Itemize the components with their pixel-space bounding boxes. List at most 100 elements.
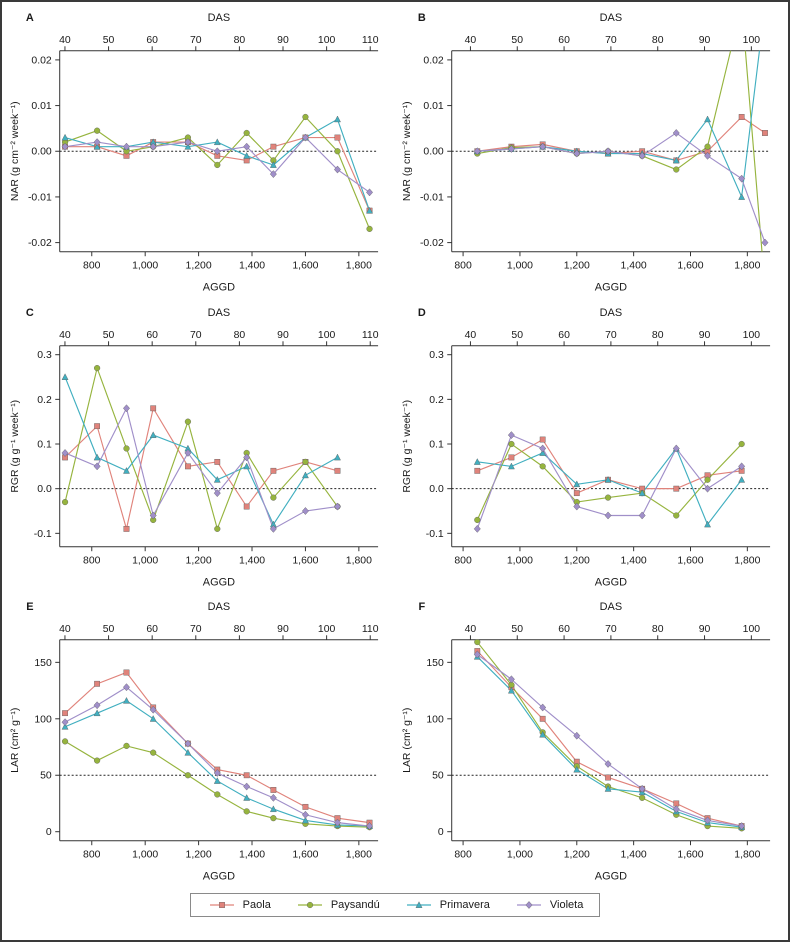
svg-text:800: 800 <box>454 850 472 861</box>
svg-text:1,400: 1,400 <box>621 261 647 272</box>
svg-text:50: 50 <box>103 35 115 46</box>
svg-text:NAR (g cm⁻² week⁻¹): NAR (g cm⁻² week⁻¹) <box>402 101 413 201</box>
svg-text:-0.02: -0.02 <box>420 238 444 249</box>
svg-text:DAS: DAS <box>600 306 623 318</box>
svg-text:0.00: 0.00 <box>31 147 52 158</box>
svg-text:70: 70 <box>190 35 202 46</box>
svg-text:1,200: 1,200 <box>186 261 212 272</box>
svg-text:DAS: DAS <box>208 601 231 613</box>
svg-text:40: 40 <box>465 35 477 46</box>
svg-text:-0.01: -0.01 <box>420 192 444 203</box>
svg-text:800: 800 <box>83 850 101 861</box>
svg-text:100: 100 <box>318 329 336 340</box>
svg-text:1,000: 1,000 <box>507 555 533 566</box>
svg-text:0: 0 <box>46 827 52 838</box>
svg-text:DAS: DAS <box>208 12 231 24</box>
svg-text:90: 90 <box>699 35 711 46</box>
nar-chart-A: A DAS 40 50 60 70 80 90 100 110 800 1,000 1,200 1,400… <box>10 12 379 294</box>
svg-text:50: 50 <box>511 624 523 635</box>
svg-text:0.01: 0.01 <box>423 101 444 112</box>
svg-text:DAS: DAS <box>208 306 231 318</box>
svg-text:0.02: 0.02 <box>423 55 444 66</box>
svg-text:150: 150 <box>426 658 444 669</box>
svg-text:1,600: 1,600 <box>292 555 318 566</box>
svg-text:AGGD: AGGD <box>595 576 627 588</box>
rgr-chart-C: C DAS 40 50 60 70 80 90 100 110 800 1,000 1,200 1,400… <box>10 306 379 588</box>
svg-text:1,000: 1,000 <box>132 850 158 861</box>
svg-text:0: 0 <box>438 827 444 838</box>
legend-item-primavera: Primavera <box>404 899 490 911</box>
svg-text:1,200: 1,200 <box>564 261 590 272</box>
panel-F: F DAS 40 50 60 70 80 90 100 800 1,000 1,200 1,400 1,6… <box>396 594 786 887</box>
panel-D: D DAS 40 50 60 70 80 90 100 800 1,000 1,200 1,400 1,6… <box>396 300 786 593</box>
svg-text:1,800: 1,800 <box>734 850 760 861</box>
lar-chart-E: E DAS 40 50 60 70 80 90 100 110 800 1,000 1,200 1,400… <box>10 601 379 883</box>
svg-text:90: 90 <box>699 329 711 340</box>
svg-text:40: 40 <box>59 329 71 340</box>
figure-panels: A DAS 40 50 60 70 80 90 100 110 800 1,000 1,200 1,400… <box>4 5 786 887</box>
legend-item-paola: Paola <box>207 899 271 911</box>
svg-text:-0.1: -0.1 <box>34 528 52 539</box>
svg-text:50: 50 <box>432 771 444 782</box>
svg-text:100: 100 <box>34 714 52 725</box>
legend-label: Paola <box>242 898 271 911</box>
svg-text:0.2: 0.2 <box>37 394 52 405</box>
svg-text:90: 90 <box>699 624 711 635</box>
svg-text:1,000: 1,000 <box>507 261 533 272</box>
svg-text:C: C <box>26 306 34 318</box>
svg-text:40: 40 <box>59 624 71 635</box>
svg-text:100: 100 <box>318 35 336 46</box>
svg-text:LAR (cm² g⁻¹): LAR (cm² g⁻¹) <box>10 708 21 773</box>
svg-text:1,800: 1,800 <box>734 555 760 566</box>
svg-text:A: A <box>26 12 34 24</box>
svg-text:1,000: 1,000 <box>132 555 158 566</box>
panel-B: B DAS 40 50 60 70 80 90 100 800 1,000 1,200 1,400 1,6… <box>396 5 786 298</box>
svg-text:0.1: 0.1 <box>37 439 52 450</box>
svg-text:1,800: 1,800 <box>734 261 760 272</box>
svg-text:DAS: DAS <box>600 601 623 613</box>
svg-text:1,200: 1,200 <box>564 850 590 861</box>
panel-C: C DAS 40 50 60 70 80 90 100 110 800 1,000 1,200 1,400… <box>4 300 394 593</box>
paola-marker-icon <box>209 901 234 908</box>
svg-text:D: D <box>418 306 426 318</box>
svg-text:150: 150 <box>34 658 52 669</box>
svg-text:-0.02: -0.02 <box>28 238 52 249</box>
svg-text:800: 800 <box>454 261 472 272</box>
svg-text:1,200: 1,200 <box>186 555 212 566</box>
svg-text:110: 110 <box>362 35 379 46</box>
legend-item-violeta: Violeta <box>514 899 583 911</box>
svg-text:1,400: 1,400 <box>239 555 265 566</box>
svg-text:1,400: 1,400 <box>621 850 647 861</box>
svg-text:1,200: 1,200 <box>564 555 590 566</box>
svg-text:50: 50 <box>511 35 523 46</box>
svg-text:RGR (g g⁻¹ week⁻¹): RGR (g g⁻¹ week⁻¹) <box>402 399 413 492</box>
legend-box: Paola Paysandú Primavera Violeta <box>189 892 601 917</box>
svg-text:DAS: DAS <box>600 12 623 24</box>
svg-text:AGGD: AGGD <box>595 871 627 883</box>
svg-text:AGGD: AGGD <box>203 871 235 883</box>
svg-text:110: 110 <box>362 624 379 635</box>
primavera-marker-icon <box>406 900 431 908</box>
rgr-chart-D: D DAS 40 50 60 70 80 90 100 800 1,000 1,200 1,400 1,6… <box>402 306 771 588</box>
svg-text:0.1: 0.1 <box>429 439 444 450</box>
violeta-marker-icon <box>516 900 541 909</box>
svg-text:1,400: 1,400 <box>239 850 265 861</box>
svg-text:50: 50 <box>103 329 115 340</box>
svg-text:1,800: 1,800 <box>346 555 372 566</box>
svg-text:0.3: 0.3 <box>429 350 444 361</box>
legend: Paola Paysandú Primavera Violeta <box>4 892 786 917</box>
legend-label: Primavera <box>439 898 490 911</box>
svg-text:70: 70 <box>190 624 202 635</box>
svg-text:1,000: 1,000 <box>132 261 158 272</box>
lar-chart-F: F DAS 40 50 60 70 80 90 100 800 1,000 1,200 1,400 1,6… <box>402 601 771 883</box>
svg-text:1,000: 1,000 <box>507 850 533 861</box>
svg-text:800: 800 <box>83 555 101 566</box>
svg-text:0.3: 0.3 <box>37 350 52 361</box>
svg-text:E: E <box>26 601 33 613</box>
svg-text:-0.01: -0.01 <box>28 192 52 203</box>
svg-text:1,400: 1,400 <box>621 555 647 566</box>
svg-text:80: 80 <box>652 329 664 340</box>
svg-text:80: 80 <box>234 624 246 635</box>
svg-text:RGR (g g⁻¹ week⁻¹): RGR (g g⁻¹ week⁻¹) <box>10 399 21 492</box>
nar-chart-B: B DAS 40 50 60 70 80 90 100 800 1,000 1,200 1,400 1,6… <box>402 12 771 294</box>
